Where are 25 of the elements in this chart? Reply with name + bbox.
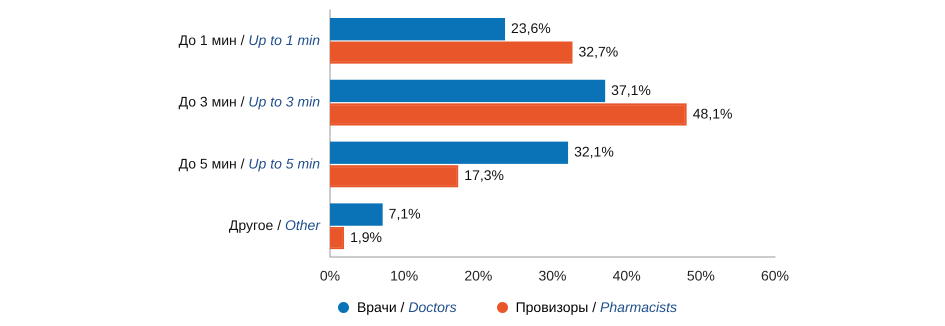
x-tick-label: 20% xyxy=(464,267,492,284)
x-tick-label: 60% xyxy=(760,267,790,284)
y-tick-label: До 3 мин / Up to 3 min xyxy=(178,94,320,110)
bar xyxy=(330,18,506,40)
data-label: 17,3% xyxy=(464,167,504,184)
data-label: 23,6% xyxy=(511,20,551,36)
data-label: 37,1% xyxy=(611,82,651,98)
x-tick-label: 40% xyxy=(612,267,641,284)
bar xyxy=(330,142,568,164)
data-label: 1,9% xyxy=(350,228,382,245)
data-label: 32,7% xyxy=(578,44,618,60)
y-tick-label: Другое / Other xyxy=(228,217,322,234)
x-tick-label: 30% xyxy=(538,267,567,284)
data-label: 7,1% xyxy=(388,205,421,222)
x-tick-label: 0% xyxy=(320,267,340,284)
bar xyxy=(330,203,383,226)
legend-label: Врачи / Doctors xyxy=(356,299,457,315)
data-label: 48,1% xyxy=(692,105,732,122)
legend-label: Провизоры / Pharmacists xyxy=(516,299,678,315)
bar xyxy=(330,80,606,102)
x-tick-label: 50% xyxy=(686,267,715,284)
y-tick-label: До 5 мин / Up to 5 min xyxy=(178,155,320,172)
y-tick-label: До 1 мин / Up to 1 min xyxy=(178,32,320,48)
x-tick-label: 10% xyxy=(390,267,418,284)
data-label: 32,1% xyxy=(574,144,614,160)
